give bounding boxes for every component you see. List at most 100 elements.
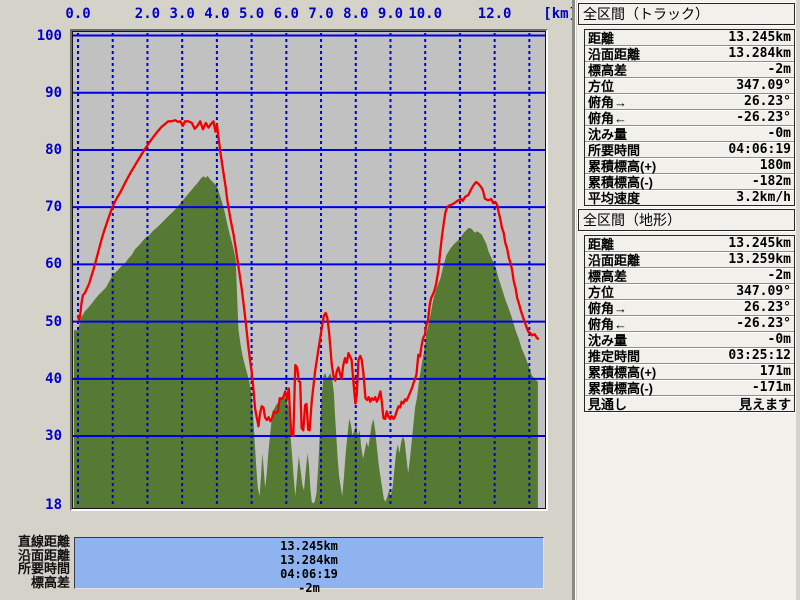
track-elevation-line xyxy=(76,119,540,438)
x-axis-tick-label: 7.0 xyxy=(308,6,334,22)
stat-value: 13.245km xyxy=(728,236,791,251)
stat-row: 累積標高(+) 180m xyxy=(585,157,794,174)
stat-value: 347.09° xyxy=(736,78,791,93)
y-axis-tick-label: 30 xyxy=(45,428,62,445)
stat-label: 沈み量 xyxy=(588,127,628,142)
stat-row: 距離 13.245km xyxy=(585,30,794,46)
stat-row: 俯角← -26.23° xyxy=(585,315,794,332)
x-axis-tick-label: 10.0 xyxy=(408,6,443,22)
x-axis-tick-label: 4.0 xyxy=(204,6,230,22)
stat-value: 13.259km xyxy=(728,252,791,267)
x-axis-tick-label: 2.0 xyxy=(134,6,161,22)
stat-row: 俯角→ 26.23° xyxy=(585,299,794,316)
stat-label: 沿面距離 xyxy=(588,47,641,62)
x-axis-tick-label: 0.0 xyxy=(65,6,91,22)
y-axis-tick-label: 40 xyxy=(45,370,62,387)
stats-panel: 全区間（トラック） 距離 13.245km 沿面距離 13.284km 標高差 -2m 方位… xyxy=(577,0,796,600)
x-axis-tick-label: 6.0 xyxy=(273,6,299,22)
stat-value: 04:06:19 xyxy=(728,142,791,157)
stat-value: -26.23° xyxy=(736,110,791,125)
stat-row: 距離 13.245km xyxy=(585,236,794,252)
stat-row: 平均速度 3.2km/h xyxy=(585,189,794,206)
section-header-terrain: 全区間（地形） xyxy=(578,209,795,231)
stat-value: -0m xyxy=(767,126,791,141)
stat-value: 13.284km xyxy=(728,46,791,61)
stat-label: 沿面距離 xyxy=(588,253,641,268)
stat-value: 見えます xyxy=(738,398,791,413)
terrain-stats-table: 距離 13.245km 沿面距離 13.259km 標高差 -2m 方位 347.09° 俯角→… xyxy=(584,235,795,413)
stat-row: 方位 347.09° xyxy=(585,77,794,94)
stat-value: -171m xyxy=(751,380,791,395)
stat-label: 標高差 xyxy=(588,269,628,284)
elevation-chart-canvas[interactable] xyxy=(72,31,546,509)
stat-row: 標高差 -2m xyxy=(585,61,794,78)
stat-row: 累積標高(+) 171m xyxy=(585,363,794,380)
summary-footer-labels: 直線距離 沿面距離 所要時間 標高差 xyxy=(0,535,70,590)
stat-value: 3.2km/h xyxy=(736,190,791,205)
summary-box: 13.245km 13.284km 04:06:19 -2m xyxy=(74,537,544,595)
summary-footer-label: 沿面距離 xyxy=(17,547,70,563)
x-axis-tick-label: 9.0 xyxy=(377,6,404,22)
stat-label: 距離 xyxy=(588,237,615,252)
stat-label: 所要時間 xyxy=(588,143,641,158)
track-stats-table: 距離 13.245km 沿面距離 13.284km 標高差 -2m 方位 347.09° 俯角→… xyxy=(584,29,795,206)
summary-box-value: 13.284km xyxy=(280,553,338,567)
stat-value: -2m xyxy=(767,62,791,77)
stat-value: 26.23° xyxy=(744,94,791,109)
stat-row: 標高差 -2m xyxy=(585,267,794,284)
stat-label: 俯角→ xyxy=(588,95,628,110)
summary-box-value: 13.245km xyxy=(280,539,338,553)
stat-value: -0m xyxy=(767,332,791,347)
stat-label: 推定時間 xyxy=(588,349,641,364)
stat-label: 俯角← xyxy=(588,111,628,126)
stat-value: 171m xyxy=(759,364,791,379)
stat-value: 180m xyxy=(759,158,791,173)
stat-row: 方位 347.09° xyxy=(585,283,794,300)
stat-label: 方位 xyxy=(588,285,615,300)
x-axis-unit-label: [km] xyxy=(543,6,577,22)
stat-value: 26.23° xyxy=(744,300,791,315)
pane-divider[interactable] xyxy=(572,0,576,600)
y-axis-tick-label: 50 xyxy=(45,313,62,330)
summary-footer-label: 直線距離 xyxy=(17,534,70,549)
stat-value: -182m xyxy=(751,174,791,189)
stat-label: 方位 xyxy=(588,79,615,94)
stat-label: 距離 xyxy=(588,31,615,46)
x-axis-tick-label: 5.0 xyxy=(238,6,265,22)
y-axis-tick-label: 90 xyxy=(45,84,62,101)
stat-row: 沈み量 -0m xyxy=(585,125,794,142)
elevation-chart[interactable] xyxy=(70,29,548,511)
stat-label: 累積標高(+) xyxy=(588,159,657,174)
stat-row: 俯角← -26.23° xyxy=(585,109,794,126)
plot-border xyxy=(72,31,546,509)
stat-row: 沈み量 -0m xyxy=(585,331,794,348)
summary-box-value: -2m xyxy=(298,581,320,595)
stat-value: 347.09° xyxy=(736,284,791,299)
stat-label: 俯角→ xyxy=(588,301,628,316)
summary-footer-label: 標高差 xyxy=(30,575,70,591)
stat-row: 見通し 見えます xyxy=(585,395,794,413)
stat-row: 推定時間 03:25:12 xyxy=(585,347,794,364)
stat-value: -2m xyxy=(767,268,791,283)
x-axis-tick-label: 12.0 xyxy=(477,6,512,22)
stat-value: -26.23° xyxy=(736,316,791,331)
stat-label: 見通し xyxy=(588,397,628,412)
stat-row: 沿面距離 13.284km xyxy=(585,45,794,62)
stat-label: 俯角← xyxy=(588,317,628,332)
stat-label: 累積標高(-) xyxy=(588,175,653,190)
stat-row: 所要時間 04:06:19 xyxy=(585,141,794,158)
x-axis-tick-label: 8.0 xyxy=(343,6,369,22)
y-axis-tick-label: 80 xyxy=(45,141,62,158)
stat-value: 13.245km xyxy=(728,30,791,45)
stat-label: 累積標高(+) xyxy=(588,365,657,380)
stat-row: 沿面距離 13.259km xyxy=(585,251,794,268)
stat-row: 累積標高(-) -171m xyxy=(585,379,794,396)
section-header-track: 全区間（トラック） xyxy=(578,3,795,25)
stat-label: 累積標高(-) xyxy=(588,381,653,396)
stat-label: 沈み量 xyxy=(588,333,628,348)
y-axis-tick-label: 60 xyxy=(45,256,62,273)
y-axis-tick-label: 70 xyxy=(45,199,62,216)
y-axis-bottom-label: 18 xyxy=(45,497,62,513)
stat-row: 累積標高(-) -182m xyxy=(585,173,794,190)
